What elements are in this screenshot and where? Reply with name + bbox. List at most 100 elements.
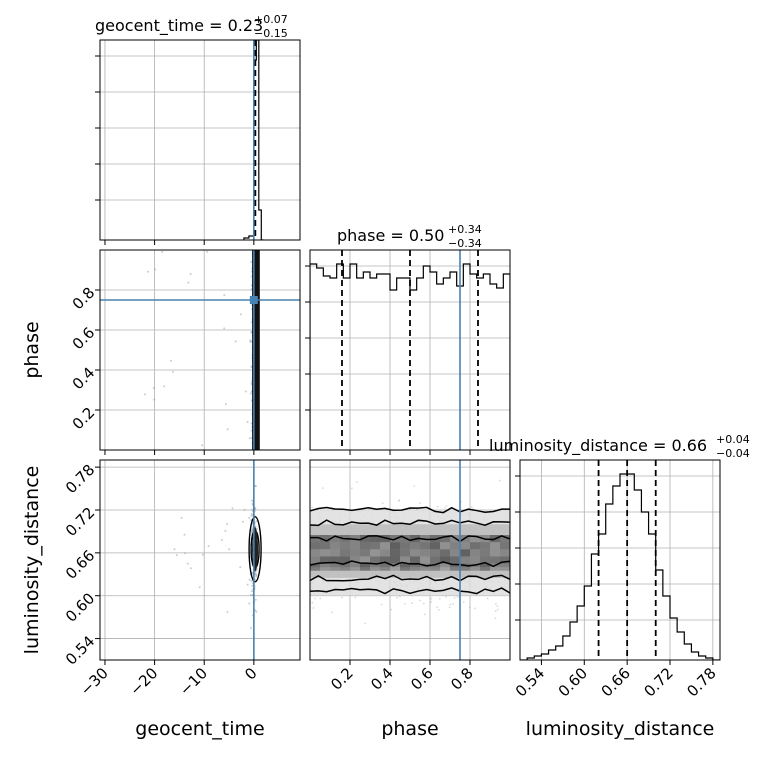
density-cell xyxy=(490,556,500,564)
scatter-phase-vs-geocent-time xyxy=(100,250,300,450)
sample-point xyxy=(226,610,229,613)
density-cell xyxy=(320,535,330,543)
title-luminosity-distance: luminosity_distance = 0.66 +0.04 −0.04 xyxy=(489,433,750,460)
density-cell xyxy=(420,556,430,564)
density-cell xyxy=(440,535,450,543)
density-cell xyxy=(470,542,480,550)
density-cell xyxy=(370,542,380,550)
sample-point xyxy=(437,609,440,611)
sample-point xyxy=(250,514,253,517)
title-geocent-time-main: geocent_time = 0.23 xyxy=(95,16,263,36)
density-cell xyxy=(400,563,410,571)
density-cell xyxy=(370,563,380,571)
sample-point xyxy=(398,500,400,503)
sample-point xyxy=(206,250,209,253)
density-cell xyxy=(340,556,350,564)
sample-point xyxy=(186,562,189,565)
sample-point xyxy=(228,548,231,551)
sample-point xyxy=(248,516,251,519)
sample-point xyxy=(470,506,473,509)
sample-point xyxy=(231,507,234,510)
density-cell xyxy=(430,542,440,550)
density-cell xyxy=(440,549,450,557)
sample-point xyxy=(189,567,192,570)
sample-point xyxy=(494,617,497,620)
sample-point xyxy=(161,250,164,253)
density-cell xyxy=(360,542,370,550)
sample-point xyxy=(244,390,247,393)
hist-phase xyxy=(310,250,510,450)
density-cell xyxy=(460,563,470,571)
density-cell xyxy=(460,556,470,564)
density-cell xyxy=(350,542,360,550)
sample-point xyxy=(331,611,334,614)
hist-geocent-time xyxy=(100,40,300,240)
sample-point xyxy=(152,386,155,389)
y-lumdist-ticklabel-2: 0.66 xyxy=(62,546,98,582)
density-cell xyxy=(430,556,440,564)
sample-point xyxy=(354,596,357,599)
density-cell xyxy=(350,563,360,571)
density-cell xyxy=(320,563,330,571)
sample-point xyxy=(153,398,156,401)
sample-point xyxy=(250,512,253,515)
scatter-luminosity-distance-vs-geocent-time xyxy=(100,460,300,660)
sample-point xyxy=(249,392,252,395)
density-cell xyxy=(310,535,320,543)
sample-point xyxy=(239,566,242,569)
sample-point xyxy=(321,487,324,490)
y-lumdist-ticklabel-3: 0.72 xyxy=(62,504,98,540)
sample-point xyxy=(146,270,149,273)
title-geocent-time-sub: −0.15 xyxy=(254,27,288,40)
density-cell xyxy=(500,535,510,543)
density-cell xyxy=(450,549,460,557)
density-cell xyxy=(380,563,390,571)
sample-point xyxy=(187,281,190,284)
density-cell xyxy=(330,549,340,557)
sample-point xyxy=(183,533,186,536)
contour-p21-2 xyxy=(310,560,510,568)
density-cell xyxy=(370,556,380,564)
density-cell xyxy=(350,556,360,564)
sample-point xyxy=(341,596,343,599)
xlabel-phase: phase xyxy=(381,718,438,740)
density-cell xyxy=(360,556,370,564)
density-cell xyxy=(390,563,400,571)
sample-point xyxy=(396,596,398,599)
density-cell xyxy=(330,542,340,550)
sample-point xyxy=(239,313,242,316)
density-cell xyxy=(340,549,350,557)
density-cell xyxy=(470,535,480,543)
density-cell xyxy=(480,542,490,550)
sample-point xyxy=(250,590,253,593)
sample-point xyxy=(163,385,166,388)
density-cell xyxy=(470,556,480,564)
sample-point xyxy=(319,597,322,600)
panel-frames xyxy=(99,39,721,661)
sample-point xyxy=(254,570,257,573)
density-cell xyxy=(390,542,400,550)
density-cell xyxy=(400,556,410,564)
sample-point xyxy=(248,578,251,581)
title-phase: phase = 0.50 +0.34 −0.34 xyxy=(337,223,482,250)
sample-point xyxy=(398,595,401,598)
sample-point xyxy=(453,596,456,599)
density-cell xyxy=(410,542,420,550)
x-phase-ticklabel-0: 0.2 xyxy=(327,664,357,694)
sample-point xyxy=(223,327,226,330)
sample-point xyxy=(494,610,497,613)
sample-point xyxy=(494,603,497,605)
density-cell xyxy=(390,556,400,564)
sample-point xyxy=(380,603,383,606)
contour-p21-0 xyxy=(310,587,510,595)
sample-point xyxy=(223,294,226,297)
density-cell xyxy=(380,549,390,557)
axis-ticks: −30 −20 −10 0 0.2 0.4 0.6 0.8 0.54 0.60 0.66 0.72 0.… xyxy=(62,55,720,700)
x-geocent-ticklabel-0: −30 xyxy=(77,664,112,699)
sample-point xyxy=(250,580,253,583)
density-cell xyxy=(460,549,470,557)
y-phase-ticklabel-1: 0.4 xyxy=(69,364,99,394)
sample-point xyxy=(398,499,401,501)
density-cell xyxy=(450,563,460,571)
x-geocent-ticklabel-2: −10 xyxy=(176,664,211,699)
